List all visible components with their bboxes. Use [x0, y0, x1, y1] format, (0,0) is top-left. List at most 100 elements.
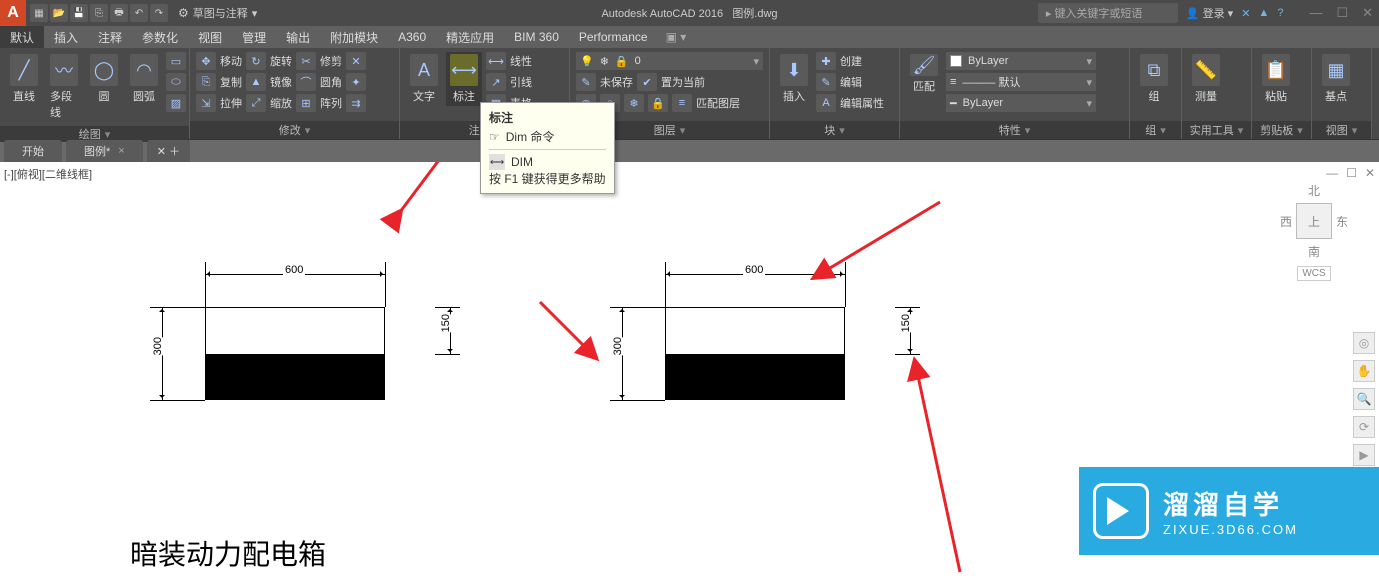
- tab-manage[interactable]: 管理: [232, 26, 276, 48]
- app-logo[interactable]: A: [0, 0, 26, 26]
- baseview-button[interactable]: ▦基点: [1318, 52, 1354, 106]
- doctab-new[interactable]: ✕ ＋: [147, 140, 190, 162]
- signin-button[interactable]: 👤 登录 ▾: [1186, 5, 1233, 21]
- layer-dropdown[interactable]: 💡❄🔒0▾: [576, 52, 763, 70]
- nav-orbit-icon[interactable]: ⟳: [1353, 416, 1375, 438]
- block-attr[interactable]: A编辑属性: [816, 94, 884, 112]
- tab-a360[interactable]: A360: [388, 26, 436, 48]
- text-button[interactable]: A文字: [406, 52, 442, 106]
- close-icon[interactable]: ×: [118, 145, 124, 157]
- leader-button[interactable]: ↗引线: [486, 73, 532, 91]
- tab-default[interactable]: 默认: [0, 26, 44, 48]
- vp-max-icon[interactable]: ☐: [1346, 166, 1357, 180]
- tab-insert[interactable]: 插入: [44, 26, 88, 48]
- tab-featured[interactable]: 精选应用: [436, 26, 504, 48]
- viewcube-top[interactable]: 上: [1296, 203, 1332, 239]
- linear-button[interactable]: ⟷线性: [486, 52, 532, 70]
- dim-height-left-text-1: 300: [150, 337, 166, 355]
- move-button[interactable]: ✥移动: [196, 52, 242, 70]
- trim-button[interactable]: ✂修剪: [296, 52, 342, 70]
- linetype-dropdown[interactable]: ━ByLayer▾: [946, 94, 1096, 112]
- nav-showmotion-icon[interactable]: ▶: [1353, 444, 1375, 466]
- vp-close-icon[interactable]: ✕: [1365, 166, 1375, 180]
- workspace-label: 草图与注释: [193, 5, 248, 21]
- viewcube-south[interactable]: 南: [1269, 243, 1359, 260]
- tab-addins[interactable]: 附加模块: [320, 26, 388, 48]
- qat-undo-icon[interactable]: ↶: [130, 4, 148, 22]
- offset-icon[interactable]: ⇉: [346, 94, 366, 112]
- qat-print-icon[interactable]: 🖶: [110, 4, 128, 22]
- layer-unsaved[interactable]: ✎未保存: [576, 73, 633, 91]
- legend-caption: 暗装动力配电箱: [130, 533, 326, 573]
- doctab-start[interactable]: 开始: [4, 140, 62, 162]
- block-edit[interactable]: ✎编辑: [816, 73, 884, 91]
- tooltip-dim: ⟷DIM: [489, 154, 606, 170]
- ellipse-icon[interactable]: ⬭: [166, 73, 186, 91]
- qat-open-icon[interactable]: 📂: [50, 4, 68, 22]
- help-icon[interactable]: ?: [1277, 7, 1283, 19]
- arc-button[interactable]: ◠圆弧: [126, 52, 162, 106]
- line-button[interactable]: ╱直线: [6, 52, 42, 106]
- lineweight-dropdown[interactable]: ≡——— 默认▾: [946, 73, 1096, 91]
- block-create[interactable]: ✚创建: [816, 52, 884, 70]
- viewcube-east[interactable]: 东: [1336, 215, 1348, 229]
- nav-zoom-icon[interactable]: 🔍: [1353, 388, 1375, 410]
- group-button[interactable]: ⧉组: [1136, 52, 1172, 106]
- layer-lock-icon[interactable]: 🔒: [648, 94, 668, 112]
- layer-freeze-icon[interactable]: ❄: [624, 94, 644, 112]
- hatch-icon[interactable]: ▨: [166, 94, 186, 112]
- viewcube-north[interactable]: 北: [1269, 182, 1359, 199]
- block-insert-button[interactable]: ⬇插入: [776, 52, 812, 106]
- dim-button[interactable]: ⟷标注: [446, 52, 482, 106]
- measure-button[interactable]: 📏测量: [1188, 52, 1224, 106]
- rect-icon[interactable]: ▭: [166, 52, 186, 70]
- stretch-button[interactable]: ⇲拉伸: [196, 94, 242, 112]
- paste-button[interactable]: 📋粘贴: [1258, 52, 1294, 106]
- qat-redo-icon[interactable]: ↷: [150, 4, 168, 22]
- ribbon: ╱直线 〰多段线 ◯圆 ◠圆弧 ▭ ⬭ ▨ 绘图▾ ✥移动 ⎘复制 ⇲拉伸 ↻旋…: [0, 48, 1379, 140]
- viewport-label[interactable]: [-][俯视][二维线框]: [4, 166, 92, 182]
- layer-makecurrent[interactable]: ✔置为当前: [637, 73, 705, 91]
- layer-match[interactable]: ≡匹配图层: [672, 94, 740, 112]
- viewcube-wcs[interactable]: WCS: [1297, 266, 1330, 281]
- rotate-button[interactable]: ↻旋转: [246, 52, 292, 70]
- viewcube[interactable]: 北 西上东 南 WCS: [1269, 182, 1359, 281]
- doctab-file[interactable]: 图例*×: [66, 140, 143, 162]
- qat-saveas-icon[interactable]: ⎘: [90, 4, 108, 22]
- panel-draw: ╱直线 〰多段线 ◯圆 ◠圆弧 ▭ ⬭ ▨ 绘图▾: [0, 48, 190, 139]
- tab-output[interactable]: 输出: [276, 26, 320, 48]
- mirror-button[interactable]: ▲镜像: [246, 73, 292, 91]
- nav-pan-icon[interactable]: ✋: [1353, 360, 1375, 382]
- workspace-switcher[interactable]: 草图与注释▾: [178, 5, 257, 21]
- erase-icon[interactable]: ✕: [346, 52, 366, 70]
- qat-save-icon[interactable]: 💾: [70, 4, 88, 22]
- exchange-icon[interactable]: ✕: [1241, 7, 1250, 20]
- array-button[interactable]: ⊞阵列: [296, 94, 342, 112]
- tab-bim360[interactable]: BIM 360: [504, 26, 569, 48]
- a360-icon[interactable]: ▲: [1258, 7, 1269, 19]
- minimize-button[interactable]: —: [1309, 5, 1322, 21]
- tab-parametric[interactable]: 参数化: [132, 26, 188, 48]
- maximize-button[interactable]: ☐: [1336, 5, 1348, 21]
- qat-new-icon[interactable]: ▦: [30, 4, 48, 22]
- scale-button[interactable]: ⤢缩放: [246, 94, 292, 112]
- polyline-button[interactable]: 〰多段线: [46, 52, 82, 122]
- explode-icon[interactable]: ✦: [346, 73, 366, 91]
- copy-button[interactable]: ⎘复制: [196, 73, 242, 91]
- viewcube-west[interactable]: 西: [1280, 215, 1292, 229]
- color-dropdown[interactable]: ByLayer▾: [946, 52, 1096, 70]
- dim-height-left-text-2: 300: [610, 337, 626, 355]
- nav-wheel-icon[interactable]: ◎: [1353, 332, 1375, 354]
- fillet-button[interactable]: ⌒圆角: [296, 73, 342, 91]
- tab-performance[interactable]: Performance: [569, 26, 658, 48]
- circle-button[interactable]: ◯圆: [86, 52, 122, 106]
- help-search-input[interactable]: ▸ 键入关键字或短语: [1038, 3, 1178, 23]
- drawing-canvas[interactable]: [-][俯视][二维线框] —☐✕ 北 西上东 南 WCS ◎ ✋ 🔍 ⟳ ▶ …: [0, 162, 1379, 585]
- tab-annotate[interactable]: 注释: [88, 26, 132, 48]
- close-button[interactable]: ✕: [1362, 5, 1373, 21]
- tab-view[interactable]: 视图: [188, 26, 232, 48]
- vp-min-icon[interactable]: —: [1326, 166, 1338, 180]
- ribbon-minimize-icon[interactable]: ▣ ▾: [666, 30, 687, 44]
- props-match-button[interactable]: 🖌匹配: [906, 52, 942, 96]
- watermark: 溜溜自学 ZIXUE.3D66.COM: [1079, 467, 1379, 555]
